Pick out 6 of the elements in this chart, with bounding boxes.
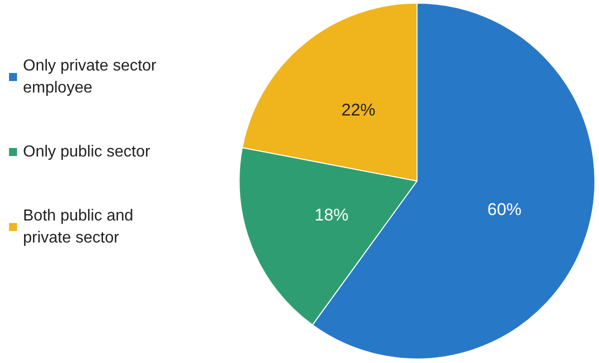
data-label: 60% [487,200,522,219]
data-label: 22% [341,100,376,120]
data-label: 18% [314,205,349,224]
legend-label: Only public sector [23,144,151,160]
legend-label: Both public and private sector [23,208,138,246]
legend-label: Only private sector employee [23,58,161,96]
